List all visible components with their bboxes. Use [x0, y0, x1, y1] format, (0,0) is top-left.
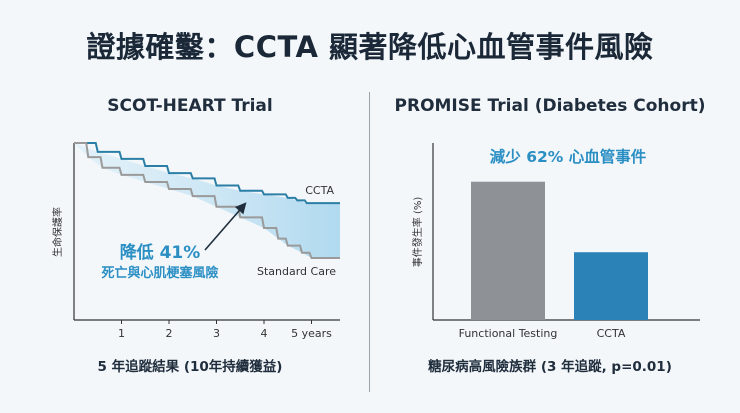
x-tick-label: 3 — [213, 327, 220, 340]
right-y-axis-label: 事件發生率 (%) — [411, 197, 424, 268]
series-label-ccta: CCTA — [305, 184, 334, 197]
promise-title: PROMISE Trial (Diabetes Cohort) — [394, 96, 706, 116]
scot-heart-title: SCOT-HEART Trial — [107, 96, 273, 116]
promise-chart: Functional Testing CCTA 事件發生率 (%) 減少 62% … — [411, 143, 700, 340]
x-tick-label: 5 years — [291, 327, 332, 340]
event-reduction-annotation: 減少 62% 心血管事件 — [490, 147, 647, 166]
category-label: Functional Testing — [459, 327, 558, 340]
risk-reduction-value: 降低 41% — [120, 242, 201, 263]
bar-functional-testing — [471, 181, 545, 320]
panel-divider — [369, 92, 370, 392]
x-tick-label: 1 — [118, 327, 125, 340]
scot-heart-chart: 1 2 3 4 5 years CCTA Standard Care 生命保護率 降低 … — [51, 142, 340, 340]
bar-ccta — [574, 252, 648, 320]
promise-caption: 糖尿病高風險族群 (3 年追蹤, p=0.01) — [428, 359, 672, 375]
x-tick-label: 4 — [261, 327, 268, 340]
annotation-arrow — [204, 202, 247, 251]
risk-reduction-desc: 死亡與心肌梗塞風險 — [101, 265, 218, 281]
category-label: CCTA — [597, 327, 626, 340]
benefit-gap-area — [74, 143, 340, 259]
scot-heart-caption: 5 年追蹤結果 (10年持續獲益) — [97, 359, 283, 375]
page-title: 證據確鑿：CCTA 顯著降低心血管事件風險 — [86, 30, 654, 64]
series-label-standard-care: Standard Care — [257, 265, 336, 278]
left-y-axis-label: 生命保護率 — [51, 207, 64, 257]
series-line-standard-care — [74, 142, 340, 260]
series-line-ccta — [74, 142, 340, 205]
x-tick-label: 2 — [166, 327, 173, 340]
